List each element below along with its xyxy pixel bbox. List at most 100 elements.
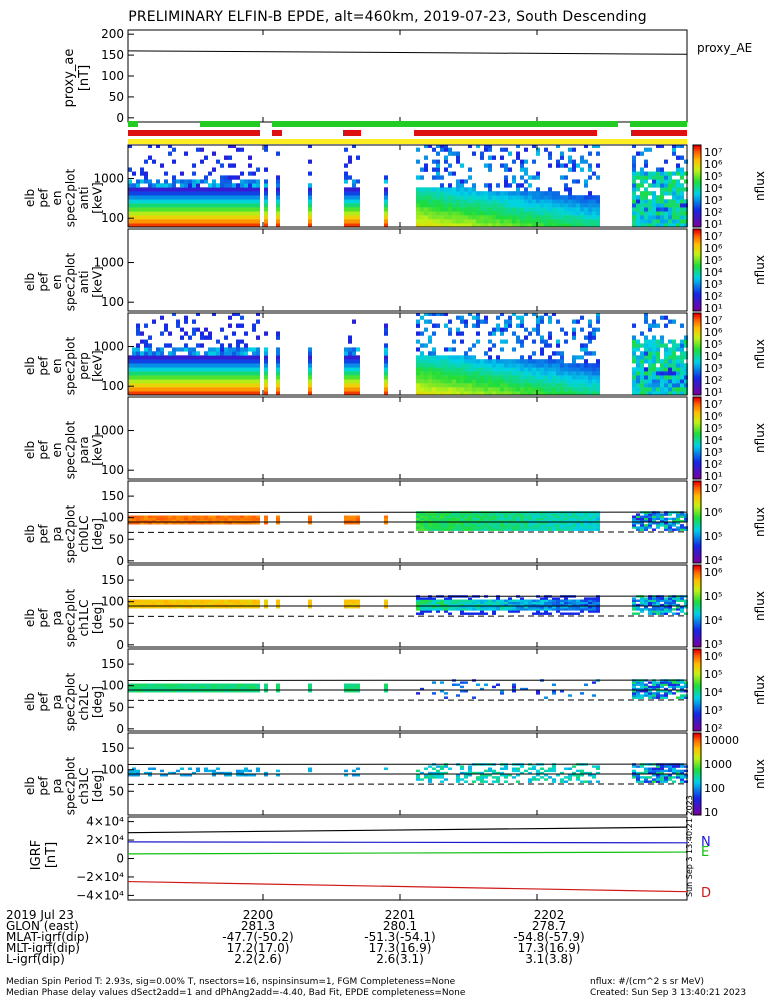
spectrogram-cell: [680, 608, 684, 611]
spectrogram-cell: [640, 203, 644, 208]
spectrogram-cell: [436, 367, 440, 372]
spectrogram-cell: [644, 375, 648, 380]
spectrogram-cell: [428, 195, 432, 200]
colorbar-cell: [693, 468, 701, 472]
spectrogram-cell: [580, 610, 584, 613]
colorbar-frame: [692, 228, 702, 312]
ytick-label: 50: [109, 700, 124, 714]
spectrogram-cell: [240, 199, 244, 204]
spectrogram-cell: [444, 355, 448, 360]
spectrogram-cell: [500, 199, 504, 204]
spectrogram-cell: [524, 379, 528, 384]
spectrogram-cell: [140, 167, 144, 172]
spectrogram-cell: [592, 391, 596, 396]
spectrogram-cell: [560, 517, 564, 521]
spectrogram-cell: [512, 223, 516, 228]
spectrogram-cell: [528, 199, 532, 204]
spectrogram-cell: [128, 179, 132, 184]
spectrogram-cell: [196, 606, 200, 609]
spectrogram-cell: [560, 363, 564, 368]
spectrogram-cell: [148, 187, 152, 192]
spectrogram-cell: [648, 223, 652, 228]
panel-ylabel-line: ch2LC: [77, 684, 91, 721]
ytick-label: 1000: [93, 424, 124, 438]
spectrogram-cell: [424, 313, 428, 316]
spectrogram-cell: [428, 774, 432, 777]
spectrogram-cell: [240, 519, 244, 523]
spectrogram-cell: [556, 343, 560, 348]
spectrogram-cell: [660, 391, 664, 396]
spectrogram-cell: [500, 601, 504, 605]
colorbar-cell: [693, 608, 701, 611]
spectrogram-cell: [192, 375, 196, 380]
spectrogram-cell: [132, 599, 136, 602]
spectrogram-cell: [580, 347, 584, 352]
colorbar-cell: [693, 726, 701, 730]
spectrogram-cell: [428, 199, 432, 204]
spectrogram-cell: [208, 599, 212, 602]
spectrogram-cell: [208, 690, 212, 693]
spectrogram-cell: [560, 219, 564, 224]
spectrogram-cell: [568, 606, 572, 609]
spectrogram-cell: [584, 519, 588, 523]
spectrogram-cell: [540, 375, 544, 380]
spectrogram-cell: [476, 599, 480, 602]
spectrogram-cell: [192, 367, 196, 372]
spectrogram-cell: [632, 391, 636, 396]
spectrogram-cell: [480, 776, 484, 779]
spectrogram-cell: [528, 608, 532, 611]
spectrogram-cell: [384, 327, 388, 332]
spectrogram-cell: [244, 522, 248, 525]
spectrogram-cell: [576, 778, 580, 781]
colorbar-cell: [693, 603, 701, 607]
spectrogram-cell: [568, 159, 572, 164]
spectrogram-cell: [236, 187, 240, 192]
colorbar-cell: [693, 423, 701, 427]
spectrogram-cell: [172, 519, 176, 523]
colorbar-cell: [693, 304, 701, 308]
spectrogram-cell: [672, 171, 676, 176]
colorbar-cell: [693, 362, 701, 365]
spectrogram-cell: [132, 391, 136, 396]
spectrogram-cell: [344, 203, 348, 208]
spectrogram-cell: [444, 692, 448, 695]
spectrogram-cell: [212, 151, 216, 156]
spectrogram-cell: [464, 359, 468, 364]
spectrogram-cell: [512, 683, 516, 686]
spectrogram-cell: [244, 515, 248, 518]
spectrogram-cell: [592, 522, 596, 525]
spectrogram-cell: [256, 371, 260, 376]
spectrogram-cell: [664, 171, 668, 176]
spectrogram-cell: [640, 528, 644, 531]
spectrogram-cell: [144, 391, 148, 396]
spectrogram-cell: [160, 687, 164, 691]
spectrogram-cell: [160, 347, 164, 352]
spectrogram-cell: [236, 355, 240, 360]
spectrogram-cell: [648, 215, 652, 220]
spectrogram-cell: [436, 608, 440, 611]
spectrogram-cell: [576, 195, 580, 200]
spectrogram-cell: [648, 696, 652, 699]
spectrogram-cell: [440, 183, 444, 188]
spectrogram-cell: [128, 167, 132, 172]
spectrogram-cell: [540, 191, 544, 196]
spectrogram-cell: [256, 601, 260, 605]
spectrogram-cell: [188, 387, 192, 392]
spectrogram-cell: [456, 215, 460, 220]
spectrogram-cell: [528, 515, 532, 518]
spectrogram-cell: [496, 207, 500, 212]
colorbar-cell: [693, 690, 701, 693]
spectrogram-cell: [196, 359, 200, 364]
spectrogram-cell: [452, 526, 456, 529]
spectrogram-cell: [248, 191, 252, 196]
spectrogram-cell: [240, 599, 244, 602]
spectrogram-cell: [668, 683, 672, 686]
spectrogram-cell: [220, 522, 224, 525]
spectrogram-cell: [352, 603, 356, 607]
spectrogram-cell: [584, 528, 588, 531]
spectrogram-cell: [508, 515, 512, 518]
spectrogram-cell: [580, 608, 584, 611]
spectrogram-cell: [656, 685, 660, 689]
spectrogram-cell: [660, 685, 664, 689]
